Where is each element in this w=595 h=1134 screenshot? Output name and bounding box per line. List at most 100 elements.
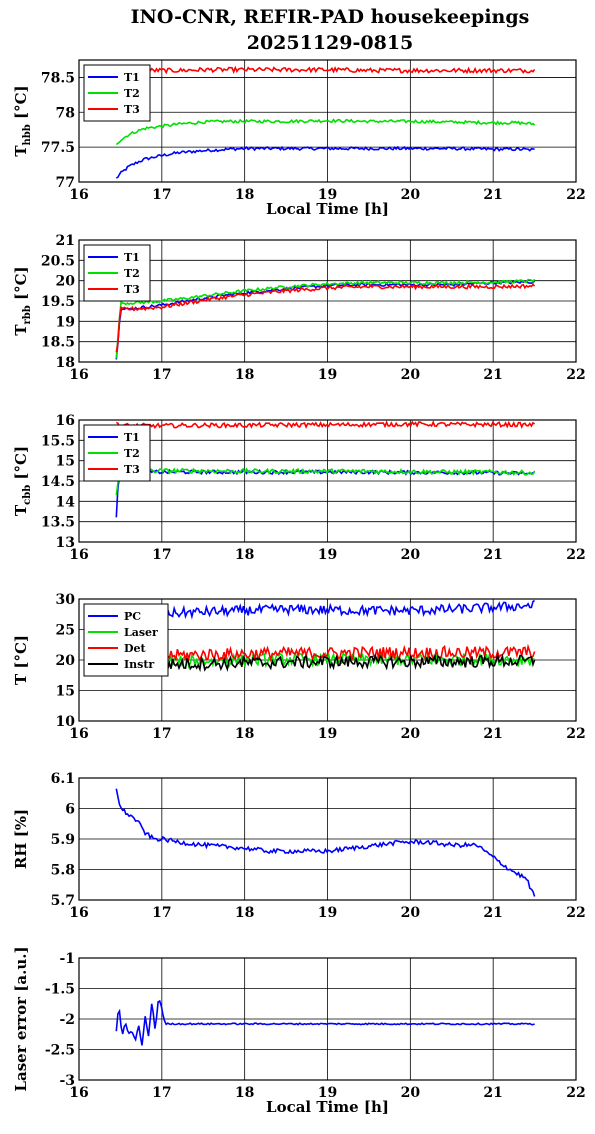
series-line-t2 bbox=[115, 467, 536, 496]
y-tick-label: 77 bbox=[56, 175, 75, 191]
series-line-det bbox=[115, 643, 536, 666]
y-tick-label: -2.5 bbox=[45, 1043, 75, 1059]
legend-label: T2 bbox=[124, 267, 140, 280]
x-tick-label: 21 bbox=[483, 726, 502, 742]
x-tick-label: 17 bbox=[152, 187, 171, 203]
chart-panel-4: 16 17 18 19 20 21 22 10 15 20 25 30 T [°C] PC Laser Det… bbox=[12, 592, 586, 742]
plot-frame bbox=[78, 777, 577, 901]
y-tick-label: 16 bbox=[56, 413, 75, 429]
plot-frame bbox=[78, 239, 577, 363]
y-tick-label: 10 bbox=[56, 714, 76, 730]
chart-panels: 16 17 18 19 20 21 22 77 77.5 78 78.5 Local Time [h]… bbox=[12, 59, 586, 1116]
y-tick-label: 25 bbox=[56, 623, 75, 639]
chart-panel-1: 16 17 18 19 20 21 22 77 77.5 78 78.5 Local Time [h]… bbox=[12, 59, 586, 218]
series-line-instr bbox=[115, 652, 536, 673]
x-tick-label: 18 bbox=[235, 187, 254, 203]
x-tick-label: 21 bbox=[483, 547, 502, 563]
y-tick-label: 20.5 bbox=[41, 253, 75, 269]
x-tick-label: 17 bbox=[152, 367, 171, 383]
x-tick-label: 16 bbox=[69, 726, 88, 742]
plot-frame bbox=[78, 957, 577, 1081]
series-line-t3 bbox=[115, 283, 536, 353]
legend-label: Instr bbox=[124, 658, 154, 671]
legend-label: T3 bbox=[124, 103, 140, 116]
y-tick-label: 13.5 bbox=[41, 515, 75, 531]
x-tick-label: 16 bbox=[69, 547, 88, 563]
chart-panel-3: 16 17 18 19 20 21 22 13 13.5 14 14.5 15 15.5 16 Tcbb [… bbox=[12, 413, 586, 563]
x-tick-label: 22 bbox=[566, 547, 585, 563]
legend-label: T2 bbox=[124, 447, 140, 460]
legend-label: T2 bbox=[124, 87, 140, 100]
y-tick-label: 13 bbox=[56, 535, 75, 551]
series-line-t1 bbox=[115, 145, 535, 179]
legend-label: T3 bbox=[124, 463, 140, 476]
y-tick-label: 6.1 bbox=[51, 771, 75, 787]
legend-label: PC bbox=[124, 610, 141, 623]
y-tick-label: 14.5 bbox=[41, 474, 75, 490]
series-line-t3 bbox=[115, 65, 536, 75]
y-tick-label: -2 bbox=[59, 1012, 75, 1028]
plot-frame bbox=[78, 419, 577, 543]
series-line-pc bbox=[115, 599, 535, 621]
figure-title-line-1: INO-CNR, REFIR-PAD housekeepings bbox=[131, 6, 530, 28]
x-tick-label: 17 bbox=[152, 1085, 171, 1101]
x-tick-label: 20 bbox=[401, 547, 421, 563]
series-line-t1 bbox=[115, 468, 535, 518]
x-tick-label: 19 bbox=[318, 367, 337, 383]
x-tick-label: 16 bbox=[69, 367, 88, 383]
figure-title-line-2: 20251129-0815 bbox=[247, 32, 414, 54]
y-axis-label: RH [%] bbox=[12, 809, 30, 869]
chart-panel-2: 16 17 18 19 20 21 22 18 18.5 19 19.5 20 20.5 21 Trbb [… bbox=[12, 233, 586, 383]
x-tick-label: 19 bbox=[318, 1085, 337, 1101]
y-axis-label: T [°C] bbox=[12, 635, 30, 685]
y-tick-label: 6 bbox=[65, 802, 75, 818]
chart-panel-5: 16 17 18 19 20 21 22 5.7 5.8 5.9 6 6.1 RH [%] bbox=[12, 771, 586, 921]
y-tick-label: 5.7 bbox=[51, 893, 75, 909]
plot-frame bbox=[78, 59, 577, 183]
y-tick-label: 5.9 bbox=[51, 832, 75, 848]
x-tick-label: 22 bbox=[566, 367, 585, 383]
y-tick-label: -3 bbox=[59, 1073, 75, 1089]
x-tick-label: 20 bbox=[401, 367, 421, 383]
legend: T1 T2 T3 bbox=[83, 424, 151, 482]
x-tick-label: 18 bbox=[235, 726, 254, 742]
legend-label: T1 bbox=[124, 251, 140, 264]
x-tick-label: 22 bbox=[566, 187, 585, 203]
legend-label: Det bbox=[124, 642, 147, 655]
y-tick-label: 77.5 bbox=[41, 140, 75, 156]
x-tick-label: 18 bbox=[235, 905, 254, 921]
x-tick-label: 21 bbox=[483, 905, 502, 921]
y-axis-label: Laser error [a.u.] bbox=[12, 946, 30, 1091]
x-tick-label: 17 bbox=[152, 726, 171, 742]
x-tick-label: 20 bbox=[401, 187, 421, 203]
legend: T1 T2 T3 bbox=[83, 244, 151, 302]
plot-frame bbox=[78, 598, 577, 722]
series-line-data bbox=[115, 788, 536, 897]
x-tick-label: 22 bbox=[566, 905, 585, 921]
y-tick-label: 14 bbox=[56, 494, 76, 510]
x-tick-label: 21 bbox=[483, 187, 502, 203]
y-tick-label: 30 bbox=[56, 592, 76, 608]
x-tick-label: 21 bbox=[483, 367, 502, 383]
x-tick-label: 16 bbox=[69, 187, 88, 203]
series-line-t2 bbox=[115, 118, 536, 146]
x-axis-label: Local Time [h] bbox=[266, 200, 389, 218]
series-line-t2 bbox=[115, 278, 536, 359]
x-tick-label: 20 bbox=[401, 726, 421, 742]
x-tick-label: 19 bbox=[318, 547, 337, 563]
y-tick-label: 15 bbox=[56, 684, 75, 700]
x-tick-label: 22 bbox=[566, 1085, 585, 1101]
legend: T1 T2 T3 bbox=[83, 64, 151, 122]
y-tick-label: 18.5 bbox=[41, 335, 75, 351]
y-tick-label: 15.5 bbox=[41, 433, 75, 449]
series-line-data bbox=[115, 999, 535, 1046]
y-tick-label: 78.5 bbox=[41, 70, 75, 86]
y-tick-label: 20 bbox=[56, 653, 76, 669]
legend-label: T1 bbox=[124, 431, 140, 444]
y-tick-label: 21 bbox=[56, 233, 75, 249]
series-line-t3 bbox=[115, 420, 536, 430]
x-tick-label: 17 bbox=[152, 547, 171, 563]
y-tick-label: 15 bbox=[56, 454, 75, 470]
x-tick-label: 22 bbox=[566, 726, 585, 742]
